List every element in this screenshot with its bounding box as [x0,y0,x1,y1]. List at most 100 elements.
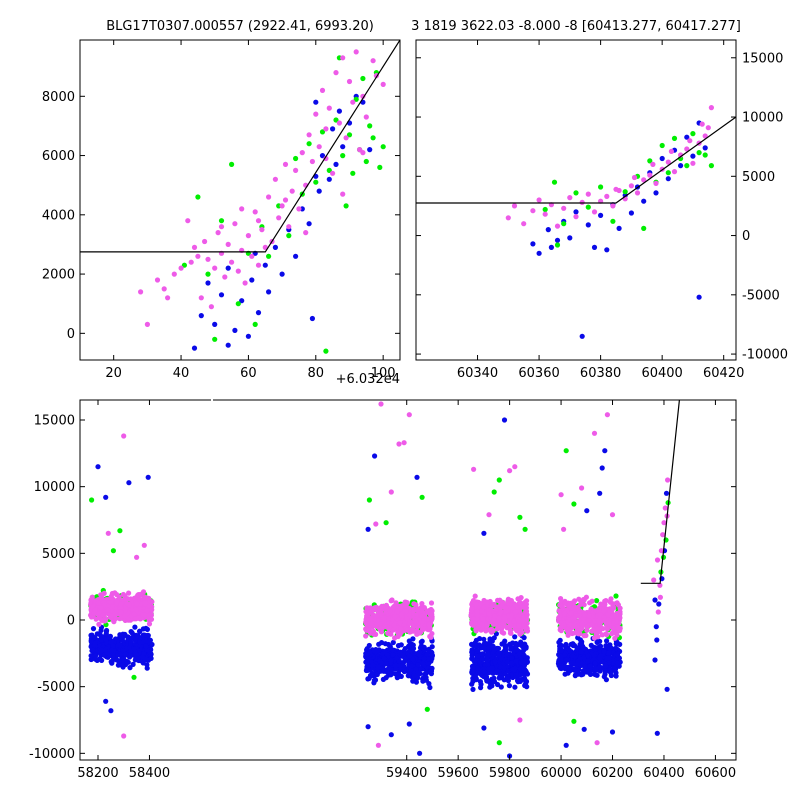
data-point [606,649,612,656]
data-point [105,607,111,613]
data-point [665,159,671,165]
data-point [558,628,564,634]
data-point [343,135,349,141]
data-point [589,598,595,604]
data-point [365,667,371,673]
data-point [614,652,621,658]
data-point [403,608,409,614]
data-point [483,628,489,634]
data-point [429,611,435,618]
data-point [126,602,132,608]
data-point [597,664,603,670]
data-point [475,648,481,654]
data-point [117,528,123,534]
data-point [195,194,201,200]
data-point [589,622,595,628]
data-point [469,649,475,655]
data-point [582,612,588,618]
x-tick-label: 60400 [641,366,682,381]
data-point [131,674,137,680]
data-point [588,642,594,649]
data-point [570,653,576,659]
data-point [671,169,678,175]
data-point [523,680,529,687]
data-point [562,600,568,606]
data-point [336,120,342,126]
data-point [647,158,653,164]
plot-area [416,105,736,339]
data-point [536,250,542,256]
data-point [470,598,477,604]
data-point [678,163,684,169]
data-point [684,146,690,152]
plot-area [88,400,680,759]
y-tick-label: 5000 [42,547,75,562]
data-point [472,674,478,680]
data-point [557,637,563,644]
data-point [563,657,570,663]
data-point [319,87,326,93]
data-point [309,158,315,165]
data-point [372,677,379,683]
x-tick-label: 60420 [703,366,744,381]
data-point [582,664,588,670]
data-point [406,653,412,659]
data-point [386,665,392,671]
data-point [365,526,371,532]
data-point [413,679,419,685]
data-point [410,645,417,652]
data-point [424,669,430,675]
data-point [490,643,496,649]
data-point [90,626,97,632]
data-point [133,616,139,622]
data-point [486,611,492,617]
data-point [596,618,602,624]
data-point [428,669,434,675]
data-point [415,606,422,612]
data-point [708,105,715,111]
data-point [138,289,144,295]
data-point [131,646,137,652]
data-point [606,655,612,661]
data-point [561,610,568,617]
data-point [289,188,295,194]
data-point [486,666,492,672]
data-point [365,676,371,682]
data-point [401,440,407,446]
data-point [373,648,379,655]
data-point [579,620,585,627]
data-point [272,244,278,250]
data-point [413,618,419,624]
data-point [120,656,127,662]
data-point [480,616,486,622]
data-point [512,602,518,608]
data-point [108,708,114,714]
data-point [530,208,536,214]
data-point [171,271,177,277]
data-point [366,497,372,503]
data-point [137,639,143,645]
data-point [566,667,573,674]
y-tick-label: 5000 [742,170,775,185]
data-point [388,732,394,738]
data-point [586,613,592,619]
data-point [641,225,647,231]
data-point [420,660,427,666]
data-point [425,656,431,662]
data-point [605,612,611,618]
data-point [516,623,522,629]
data-point [571,604,578,610]
data-point [579,485,585,491]
data-point [558,654,564,660]
data-point [567,195,573,201]
data-point [508,598,514,604]
x-tick-label: 20 [105,366,122,381]
data-point [340,191,346,197]
y-tick-label: -5000 [742,288,780,303]
data-point [367,147,373,153]
data-point [702,145,708,151]
data-point [367,123,373,129]
data-point [518,671,524,678]
data-point [614,660,621,666]
data-point [571,615,578,621]
